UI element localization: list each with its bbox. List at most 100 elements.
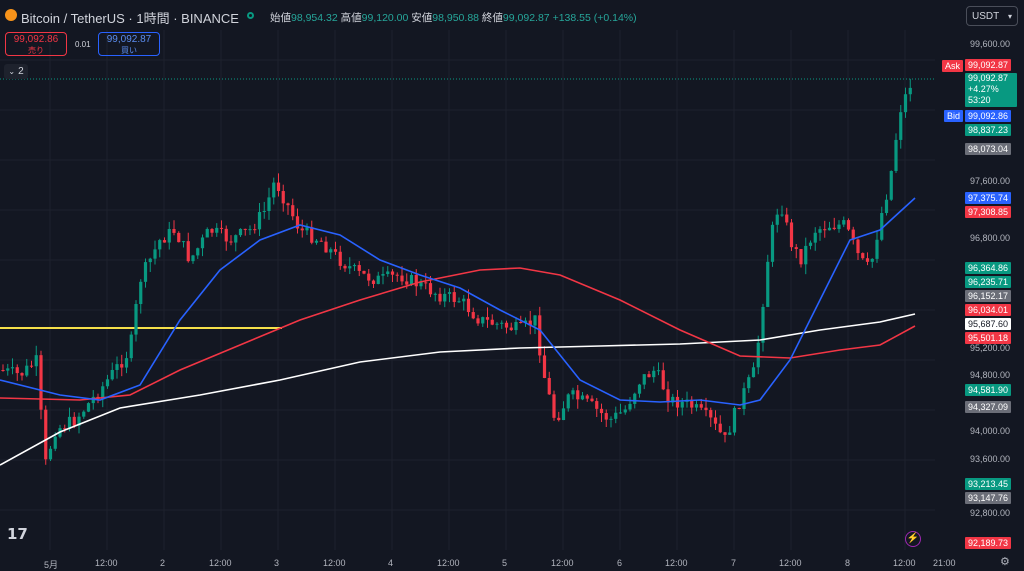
candle-body <box>153 249 157 259</box>
candle-body <box>44 409 48 460</box>
candle-body <box>10 367 15 369</box>
candle-body <box>243 228 247 230</box>
candle-body <box>362 270 366 274</box>
candle-body <box>395 274 399 276</box>
candle-body <box>267 197 271 211</box>
indicators-toggle[interactable]: ⌄ 2 <box>4 64 28 79</box>
candle-body <box>851 229 855 240</box>
bid-label: Bid <box>944 110 964 122</box>
candle-body <box>405 281 409 285</box>
candle-body <box>504 322 509 328</box>
candle-body <box>238 228 243 236</box>
candle-body <box>367 273 371 281</box>
candle-body <box>210 229 214 233</box>
candle-body <box>77 416 81 426</box>
market-status-icon <box>247 12 254 19</box>
price-tag: 98,073.04 <box>965 143 1012 155</box>
candle-body <box>842 220 846 225</box>
candle-body <box>732 407 737 433</box>
ma-mid-price-tag: 95,501.18 <box>965 332 1012 344</box>
candle-body <box>400 275 404 282</box>
candle-body <box>447 292 452 294</box>
candle-body <box>300 228 304 231</box>
ma-mid-line <box>0 267 916 401</box>
candle-body <box>86 403 91 412</box>
candle-body <box>856 239 860 254</box>
candle-body <box>167 228 171 243</box>
candle-body <box>129 334 133 359</box>
candle-body <box>675 396 680 408</box>
candle-body <box>514 322 518 331</box>
candle-body <box>523 320 528 323</box>
price-tick: 95,200.00 <box>970 343 1011 353</box>
candle-body <box>709 410 713 418</box>
price-tag: 94,327.09 <box>965 401 1012 413</box>
price-tick: 99,600.00 <box>970 39 1011 49</box>
candle-body <box>29 365 34 367</box>
currency-select[interactable]: USDT ▾ <box>966 6 1018 26</box>
time-label: 7 <box>731 558 737 568</box>
candle-body <box>110 369 114 380</box>
candle-body <box>181 241 186 243</box>
price-tag: 96,364.86 <box>965 262 1012 274</box>
candle-body <box>552 394 556 418</box>
candle-body <box>6 368 10 371</box>
price-tick: 94,000.00 <box>970 426 1011 436</box>
ohlc-legend: 始値98,954.32 高値99,120.00 安値98,950.88 終値99… <box>270 10 637 25</box>
candle-body <box>15 367 19 374</box>
candle-body <box>53 436 57 449</box>
candle-body <box>452 292 456 302</box>
candle-body <box>576 390 580 400</box>
candle-body <box>443 293 447 302</box>
symbol-title[interactable]: Bitcoin / TetherUS · 1時間 · BINANCE <box>21 11 239 26</box>
candle-body <box>775 214 779 225</box>
candle-body <box>1 370 5 371</box>
price-chart[interactable] <box>0 30 935 550</box>
sell-button[interactable]: 99,092.86 売り <box>5 32 67 56</box>
candle-body <box>903 94 908 113</box>
candle-body <box>196 248 200 256</box>
current-change: +4.27% <box>968 84 999 94</box>
candle-body <box>875 239 879 259</box>
spread-value: 0.01 <box>75 40 91 49</box>
candle-body <box>172 228 176 233</box>
ma-fast-price-tag: 97,375.74 <box>965 192 1012 204</box>
time-label: 4 <box>388 558 394 568</box>
candle-body <box>25 365 29 376</box>
candle-body <box>433 293 437 295</box>
candle-body <box>262 210 266 213</box>
candle-body <box>590 398 594 402</box>
time-label: 5 <box>502 558 508 568</box>
candle-body <box>557 417 561 421</box>
candle-body <box>742 388 746 409</box>
candle-body <box>471 312 475 319</box>
ma-slow-line <box>0 313 916 466</box>
close-label: 終値 <box>481 12 503 24</box>
candle-body <box>761 306 765 343</box>
close-value: 99,092.87 <box>502 12 550 24</box>
candle-body <box>694 404 699 408</box>
tradingview-logo[interactable]: 𝟭𝟳 <box>7 526 28 543</box>
high-value: 99,120.00 <box>361 12 409 24</box>
gear-icon[interactable]: ⚙ <box>1000 556 1010 568</box>
time-label: 8 <box>845 558 851 568</box>
bitcoin-icon <box>5 9 17 21</box>
candle-body <box>908 87 912 95</box>
candle-body <box>599 408 604 414</box>
candle-body <box>865 258 870 262</box>
candle-body <box>67 416 72 429</box>
candle-body <box>120 364 124 368</box>
candle-body <box>747 377 751 389</box>
candle-body <box>614 412 618 419</box>
candle-body <box>314 240 319 243</box>
candle-body <box>680 401 684 408</box>
candle-body <box>500 322 504 324</box>
candle-body <box>671 396 675 403</box>
price-tag: 97,308.85 <box>965 206 1012 218</box>
candle-body <box>424 282 428 284</box>
lightning-icon[interactable]: ⚡ <box>905 531 921 547</box>
buy-button[interactable]: 99,092.87 買い <box>98 32 160 56</box>
time-label: 12:00 <box>551 558 574 568</box>
candle-body <box>585 395 589 399</box>
candle-body <box>633 393 637 404</box>
